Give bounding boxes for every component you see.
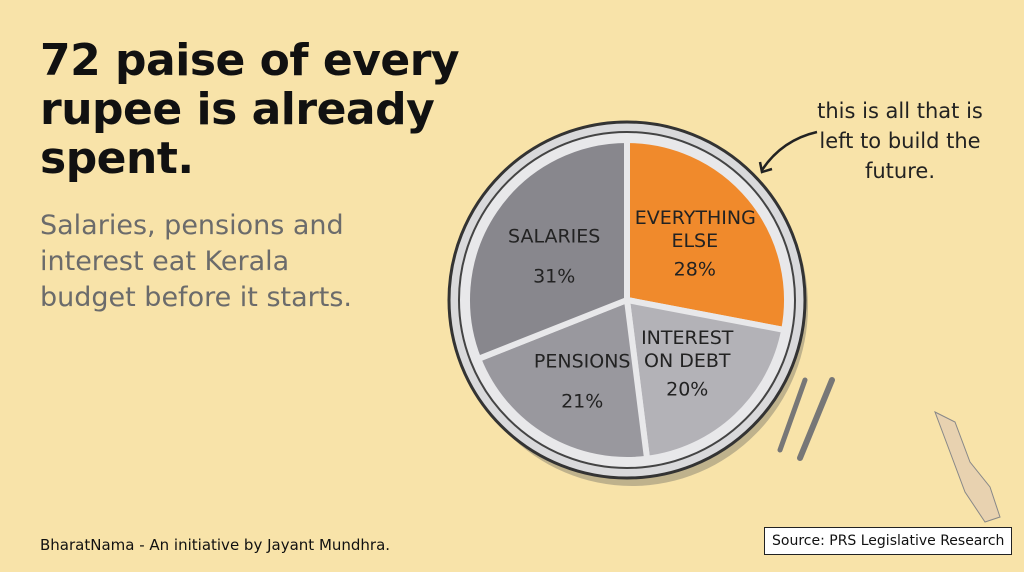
wedges — [464, 136, 790, 463]
wedge-label: INTEREST ON DEBT — [641, 327, 734, 373]
pie-wedge — [464, 136, 630, 363]
pie-wedge — [624, 136, 790, 334]
wedge-label: PENSIONS — [533, 350, 631, 373]
knife — [797, 377, 835, 461]
value-label: 21% — [561, 390, 604, 413]
pie-wedge — [474, 295, 651, 463]
value-label: 20% — [666, 378, 709, 401]
source: Source: PRS Legislative Research — [764, 527, 1013, 555]
value-label: 31% — [533, 265, 576, 288]
subtitle: Salaries, pensions and interest eat Kera… — [40, 210, 352, 313]
annotation: this is all that is left to build the fu… — [817, 99, 983, 183]
value-label: 28% — [673, 258, 716, 281]
pie-wedge — [623, 296, 788, 463]
fork — [777, 377, 808, 453]
wedge-label: SALARIES — [508, 225, 601, 248]
wedge-label: EVERYTHING ELSE — [634, 206, 756, 252]
credit: BharatNama - An initiative by Jayant Mun… — [40, 536, 391, 554]
arrow-head — [758, 161, 773, 174]
arrow — [760, 130, 818, 171]
kerala-map — [934, 410, 1001, 523]
title: 72 paise of every rupee is already spent… — [40, 35, 460, 184]
